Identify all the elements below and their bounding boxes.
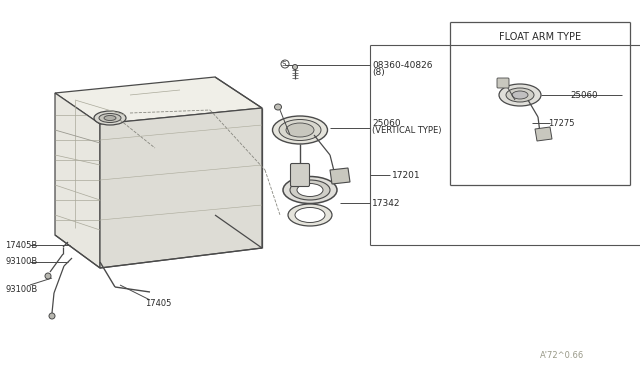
Ellipse shape — [290, 180, 330, 200]
Polygon shape — [535, 127, 552, 141]
Ellipse shape — [281, 60, 289, 68]
Text: 93100B: 93100B — [5, 257, 37, 266]
Polygon shape — [330, 168, 350, 184]
Text: (VERTICAL TYPE): (VERTICAL TYPE) — [372, 126, 442, 135]
Ellipse shape — [295, 208, 325, 222]
Text: 25060: 25060 — [372, 119, 401, 128]
Text: 93100B: 93100B — [5, 285, 37, 295]
Text: 17201: 17201 — [392, 170, 420, 180]
Text: 25060: 25060 — [570, 90, 598, 99]
Ellipse shape — [499, 84, 541, 106]
Ellipse shape — [283, 176, 337, 203]
Polygon shape — [55, 93, 100, 268]
Text: A'72^0.66: A'72^0.66 — [540, 350, 584, 359]
Text: (8): (8) — [372, 68, 385, 77]
Ellipse shape — [286, 123, 314, 137]
Text: 17405B: 17405B — [5, 241, 37, 250]
Ellipse shape — [512, 91, 528, 99]
Ellipse shape — [45, 273, 51, 279]
Polygon shape — [55, 77, 262, 124]
Ellipse shape — [99, 113, 121, 122]
Ellipse shape — [273, 116, 328, 144]
Ellipse shape — [279, 119, 321, 141]
Ellipse shape — [292, 64, 298, 70]
Text: FLOAT ARM TYPE: FLOAT ARM TYPE — [499, 32, 581, 42]
Text: 17275: 17275 — [548, 119, 575, 128]
Ellipse shape — [288, 204, 332, 226]
Polygon shape — [100, 108, 262, 268]
Text: S: S — [282, 61, 286, 67]
Ellipse shape — [275, 104, 282, 110]
FancyBboxPatch shape — [291, 164, 310, 186]
Text: 08360-40826: 08360-40826 — [372, 61, 433, 70]
Ellipse shape — [297, 183, 323, 196]
Ellipse shape — [104, 115, 116, 121]
Ellipse shape — [506, 88, 534, 102]
Text: 17405: 17405 — [145, 298, 172, 308]
FancyBboxPatch shape — [497, 78, 509, 88]
Text: 17342: 17342 — [372, 199, 401, 208]
Ellipse shape — [49, 313, 55, 319]
Ellipse shape — [94, 111, 126, 125]
